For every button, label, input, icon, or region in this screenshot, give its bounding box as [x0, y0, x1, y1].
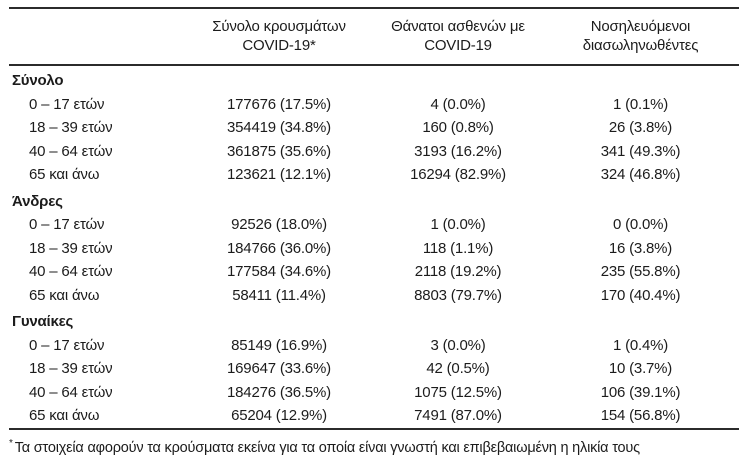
table-footnote: * Τα στοιχεία αφορούν τα κρούσματα εκείνα…	[9, 427, 739, 457]
cases-value: 169647 (33.6%)	[227, 360, 331, 377]
intubated-value: 1 (0.1%)	[612, 95, 669, 113]
intubated-value: 154 (56.8%)	[600, 407, 681, 424]
cases-value: 184766 (36.0%)	[227, 239, 331, 257]
empty-cell	[542, 65, 739, 93]
age-label: 0 – 17 ετών	[29, 216, 105, 233]
intubated-value: 10 (3.7%)	[608, 360, 673, 377]
intubated-value: 170 (40.4%)	[600, 286, 681, 304]
header-deaths: Θάνατοι ασθενών με COVID-19	[374, 8, 542, 66]
cases-value: 123621 (12.1%)	[227, 166, 331, 183]
header-row: Σύνολο κρουσμάτων COVID-19* Θάνατοι ασθε…	[9, 8, 739, 66]
header-intubated: Νοσηλευόμενοι διασωληνωθέντες	[542, 8, 739, 66]
table-row: 40 – 64 ετών 184276 (36.5%) 1075 (12.5%)…	[9, 381, 739, 405]
deaths-value: 8803 (79.7%)	[414, 286, 502, 304]
cases-value: 354419 (34.8%)	[227, 119, 331, 136]
table-row: 40 – 64 ετών 177584 (34.6%) 2118 (19.2%)…	[9, 260, 739, 284]
deaths-value: 1075 (12.5%)	[414, 383, 502, 401]
header-total-cases-line2: COVID-19*	[242, 37, 316, 54]
age-label: 40 – 64 ετών	[29, 263, 113, 280]
section-header-row: Γυναίκες	[9, 307, 739, 334]
table-row: 18 – 39 ετών 354419 (34.8%) 160 (0.8%) 2…	[9, 116, 739, 140]
empty-cell	[184, 187, 374, 214]
header-intubated-line2: διασωληνωθέντες	[582, 37, 699, 54]
section-label: Άνδρες	[12, 192, 63, 210]
header-deaths-line2: COVID-19	[424, 37, 492, 54]
table-row: 65 και άνω 65204 (12.9%) 7491 (87.0%) 15…	[9, 404, 739, 428]
report-table-page: Σύνολο κρουσμάτων COVID-19* Θάνατοι ασθε…	[9, 7, 739, 456]
empty-header-cell	[9, 8, 184, 66]
section-header-row: Σύνολο	[9, 65, 739, 93]
intubated-value: 235 (55.8%)	[600, 263, 681, 280]
age-label: 0 – 17 ετών	[29, 95, 105, 113]
table-row: 65 και άνω 58411 (11.4%) 8803 (79.7%) 17…	[9, 284, 739, 308]
table-row: 40 – 64 ετών 361875 (35.6%) 3193 (16.2%)…	[9, 140, 739, 164]
deaths-value: 3193 (16.2%)	[414, 142, 502, 160]
cases-value: 177676 (17.5%)	[227, 95, 331, 113]
intubated-value: 16 (3.8%)	[608, 239, 673, 257]
deaths-value: 4 (0.0%)	[430, 95, 486, 113]
table-row: 0 – 17 ετών 177676 (17.5%) 4 (0.0%) 1 (0…	[9, 93, 739, 117]
header-deaths-line1: Θάνατοι ασθενών με	[391, 18, 525, 35]
deaths-value: 3 (0.0%)	[430, 336, 486, 354]
deaths-value: 160 (0.8%)	[422, 119, 494, 136]
header-total-cases: Σύνολο κρουσμάτων COVID-19*	[184, 8, 374, 66]
empty-cell	[542, 307, 739, 334]
empty-cell	[374, 65, 542, 93]
table-row: 65 και άνω 123621 (12.1%) 16294 (82.9%) …	[9, 163, 739, 187]
age-label: 40 – 64 ετών	[29, 383, 113, 401]
intubated-value: 1 (0.4%)	[612, 336, 669, 354]
age-label: 0 – 17 ετών	[29, 336, 105, 354]
age-label: 65 και άνω	[29, 286, 100, 304]
table-row: 18 – 39 ετών 169647 (33.6%) 42 (0.5%) 10…	[9, 357, 739, 381]
age-label: 65 και άνω	[29, 407, 100, 424]
section-label: Γυναίκες	[12, 313, 74, 330]
deaths-value: 1 (0.0%)	[430, 216, 486, 233]
age-label: 40 – 64 ετών	[29, 142, 113, 160]
table-row: 0 – 17 ετών 92526 (18.0%) 1 (0.0%) 0 (0.…	[9, 213, 739, 237]
age-label: 18 – 39 ετών	[29, 360, 113, 377]
empty-cell	[542, 187, 739, 214]
age-label: 18 – 39 ετών	[29, 239, 113, 257]
cases-value: 361875 (35.6%)	[227, 142, 331, 160]
header-intubated-line1: Νοσηλευόμενοι	[590, 18, 691, 35]
empty-cell	[374, 187, 542, 214]
cases-value: 58411 (11.4%)	[232, 286, 326, 304]
footnote-asterisk: *	[9, 437, 13, 449]
cases-value: 177584 (34.6%)	[227, 263, 331, 280]
covid-age-sex-table: Σύνολο κρουσμάτων COVID-19* Θάνατοι ασθε…	[9, 7, 739, 428]
cases-value: 65204 (12.9%)	[231, 407, 327, 424]
empty-cell	[184, 65, 374, 93]
intubated-value: 0 (0.0%)	[612, 216, 669, 233]
cases-value: 85149 (16.9%)	[231, 336, 327, 354]
footnote-text: Τα στοιχεία αφορούν τα κρούσματα εκείνα …	[14, 439, 640, 456]
section-label: Σύνολο	[12, 72, 64, 89]
age-label: 65 και άνω	[29, 166, 100, 183]
header-total-cases-line1: Σύνολο κρουσμάτων	[212, 18, 346, 35]
deaths-value: 118 (1.1%)	[422, 239, 494, 257]
cases-value: 184276 (36.5%)	[227, 383, 331, 401]
intubated-value: 324 (46.8%)	[600, 166, 681, 183]
intubated-value: 26 (3.8%)	[608, 119, 673, 136]
empty-cell	[184, 307, 374, 334]
deaths-value: 7491 (87.0%)	[414, 407, 502, 424]
intubated-value: 106 (39.1%)	[600, 383, 681, 401]
table-row: 0 – 17 ετών 85149 (16.9%) 3 (0.0%) 1 (0.…	[9, 334, 739, 358]
deaths-value: 16294 (82.9%)	[410, 166, 506, 183]
intubated-value: 341 (49.3%)	[600, 142, 681, 160]
cases-value: 92526 (18.0%)	[231, 216, 327, 233]
section-header-row: Άνδρες	[9, 187, 739, 214]
empty-cell	[374, 307, 542, 334]
deaths-value: 42 (0.5%)	[426, 360, 490, 377]
deaths-value: 2118 (19.2%)	[414, 263, 502, 280]
age-label: 18 – 39 ετών	[29, 119, 113, 136]
table-row: 18 – 39 ετών 184766 (36.0%) 118 (1.1%) 1…	[9, 237, 739, 261]
